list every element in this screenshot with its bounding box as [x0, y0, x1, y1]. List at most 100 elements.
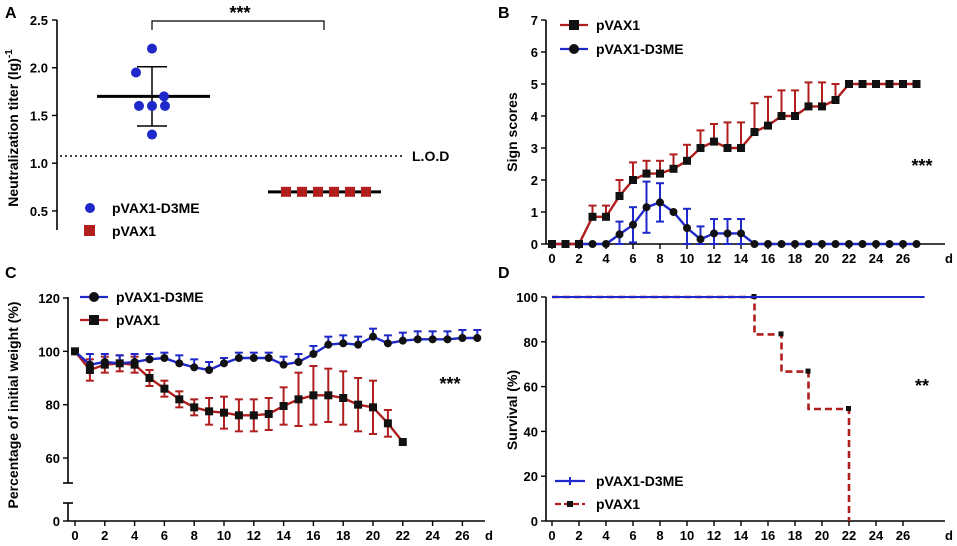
pvax1-point [669, 164, 678, 173]
pvax1-point [912, 80, 921, 88]
pvax1-d3me-point [443, 335, 452, 344]
panel-b-y-tick-label: 2 [531, 173, 538, 188]
panel-b-significance: *** [911, 156, 932, 176]
pvax1-d3me-point [205, 366, 214, 374]
pvax1-d3me-point [71, 347, 79, 356]
pvax1-point [818, 102, 826, 111]
panel-d-x-tick-label: 2 [575, 528, 582, 543]
pvax1-point [383, 419, 392, 428]
panel-b: B Sign scores 0 2 4 6 8 10 12 14 16 18 20 22 24 26 d01… [498, 5, 953, 266]
pvax1-point [281, 186, 291, 197]
pvax1-d3me-point [602, 240, 610, 248]
panel-a-y-axis-label: Neutralization titer (lg)-1 [4, 49, 21, 207]
pvax1-d3me-point [737, 229, 745, 238]
legend-marker-pvax1 [84, 225, 95, 236]
panel-b-x-tick-label: 14 [734, 251, 749, 266]
pvax1-d3me-point [354, 340, 363, 349]
panel-c-y-tick-label: 80 [46, 398, 60, 413]
panel-d-y-tick-label: 60 [524, 380, 538, 395]
pvax1-point [683, 156, 691, 165]
pvax1-d3me-point [147, 43, 157, 54]
pvax1-d3me-point [147, 100, 157, 111]
legend-label-pvax1-d3me: pVAX1-D3ME [112, 200, 200, 216]
pvax1-point [354, 400, 363, 409]
pvax1-d3me-point [629, 220, 637, 229]
panel-d-y-tick-label: 20 [524, 469, 538, 484]
panel-b-x-tick-label: 8 [656, 251, 663, 266]
panel-c-x-tick-label: 8 [191, 528, 198, 543]
pvax1-d3me-point [428, 335, 437, 344]
pvax1-d3me-point [134, 100, 144, 111]
panel-b-x-unit: d [945, 251, 953, 266]
pvax1-d3me-point [669, 208, 678, 216]
pvax1-d3me-point [324, 340, 333, 349]
panel-b-x-tick-label: 26 [896, 251, 910, 266]
panel-d-x-tick-label: 12 [707, 528, 721, 543]
panel-c-significance: *** [439, 374, 460, 394]
pvax1-d3me-point [777, 240, 786, 248]
pvax1-d3me-point [383, 339, 392, 348]
pvax1-d3me-point [115, 359, 124, 368]
pvax1-d3me-point [369, 332, 377, 341]
panel-d-significance: ** [915, 376, 929, 396]
pvax1-d3me-point [710, 229, 718, 238]
panel-b-y-tick-label: 0 [531, 237, 538, 252]
pvax1-point [220, 408, 228, 417]
pvax1-point [234, 411, 243, 420]
pvax1-point [872, 80, 880, 88]
pvax1-point [294, 395, 303, 404]
panel-a-y-ticks: 0.5 1.0 1.5 2.0 2.5 [30, 13, 57, 219]
panel-a-legend: pVAX1-D3ME pVAX1 [84, 200, 200, 239]
pvax1-point [575, 240, 583, 248]
pvax1-d3me-point [413, 335, 422, 344]
pvax1-d3me-point [615, 230, 624, 239]
panel-d-x-tick-label: 26 [896, 528, 910, 543]
panel-b-x-tick-label: 16 [761, 251, 775, 266]
pvax1-point [297, 186, 307, 197]
pvax1-d3me-point [750, 240, 759, 248]
legend-label-pvax1-d: pVAX1 [596, 496, 640, 512]
panel-d-x-tick-label: 4 [602, 528, 610, 543]
legend-label-pvax1-d3me-b: pVAX1-D3ME [596, 41, 684, 57]
pvax1-d3me-point [885, 240, 894, 248]
panel-c-x-tick-label: 10 [217, 528, 231, 543]
pvax1-d3me-point [130, 358, 139, 366]
panel-c-x-tick-label: 24 [425, 528, 440, 543]
panel-c-x-tick-label: 4 [131, 528, 139, 543]
pvax1-point [899, 80, 907, 88]
pvax1-d3me-point [131, 67, 141, 78]
panel-d-x-unit: d [945, 528, 953, 543]
pvax1-d3me-point [145, 355, 154, 364]
panel-b-x-tick-label: 12 [707, 251, 721, 266]
panel-b-x-tick-label: 10 [680, 251, 694, 266]
pvax1-point [615, 192, 624, 200]
panel-d-legend: pVAX1-D3ME pVAX1 [555, 473, 684, 512]
panel-b-y-tick-label: 6 [531, 45, 538, 60]
panel-c-x-tick-label: 20 [366, 528, 380, 543]
pvax1-point [160, 384, 169, 393]
panel-c-x-tick-label: 26 [455, 528, 469, 543]
panel-d-y-tick-label: 80 [524, 335, 538, 350]
pvax1-d3me-point [160, 100, 170, 111]
pvax1-d3me-point [818, 240, 826, 248]
panel-c-x-tick-label: 12 [247, 528, 261, 543]
panel-b-x-tick-label: 18 [788, 251, 802, 266]
panel-d-x-tick-label: 6 [629, 528, 636, 543]
pvax1-d3me-point [872, 240, 880, 248]
panel-d-y-tick-label: 0 [531, 514, 538, 529]
legend-marker-pvax1-d3me-c [89, 292, 99, 302]
pvax1-point [548, 240, 556, 248]
pvax1-d3me-line [552, 201, 917, 246]
panel-c-x-tick-label: 14 [276, 528, 291, 543]
pvax1-d3me-point [264, 354, 273, 362]
legend-label-pvax1: pVAX1 [112, 223, 156, 239]
pvax1-point [361, 186, 371, 197]
panel-d-y-tick-label: 100 [516, 290, 538, 305]
pvax1-point [313, 186, 323, 197]
panel-b-label: B [498, 5, 510, 22]
pvax1-d3me-point [398, 336, 407, 345]
panel-d-y-tick-label: 40 [524, 424, 538, 439]
legend-label-pvax1-d3me-d: pVAX1-D3ME [596, 473, 684, 489]
panel-d-data [552, 294, 925, 521]
